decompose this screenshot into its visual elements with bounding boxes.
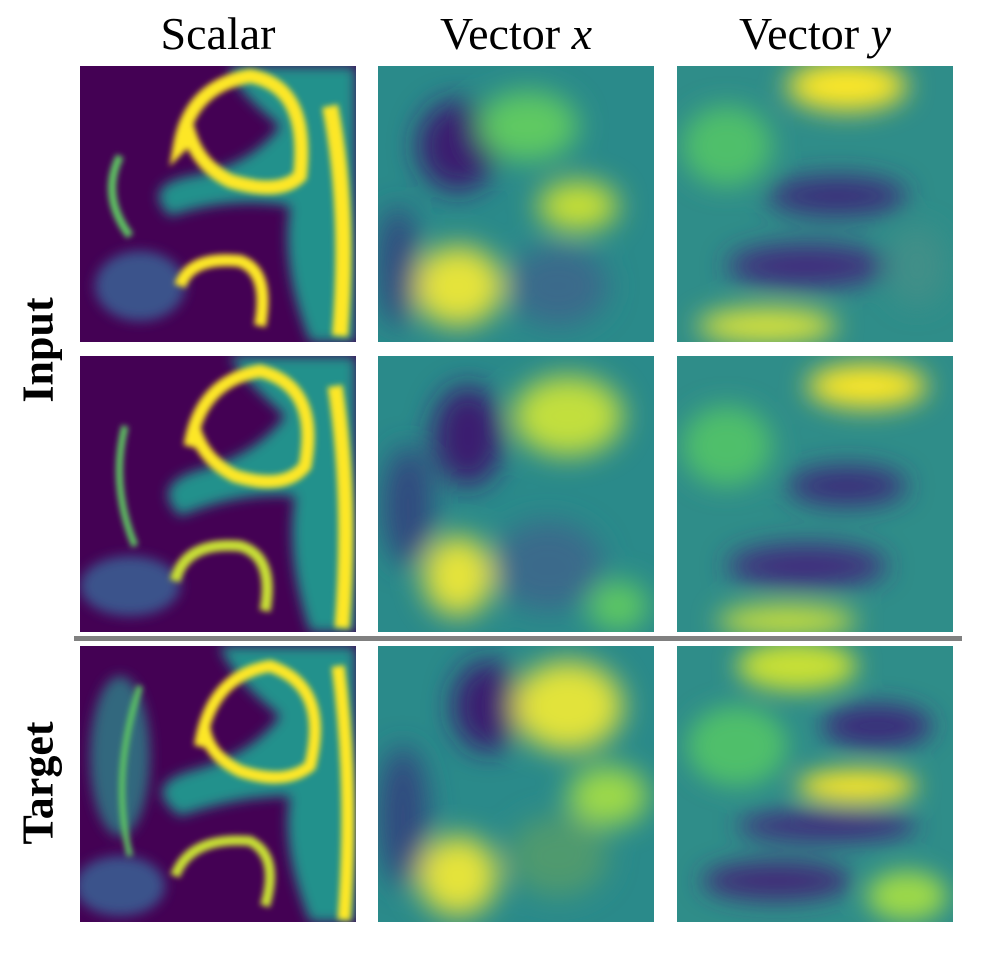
panel-input-2-vector-x — [378, 356, 654, 632]
panel-input-1-vector-x — [378, 66, 654, 342]
panel-target-vector-x — [378, 646, 654, 922]
column-header-scalar-label: Scalar — [160, 8, 276, 59]
panel-input-2-vector-y — [677, 356, 953, 632]
column-header-vector-y-label: Vector — [739, 8, 871, 59]
panel-input-2-scalar — [80, 356, 356, 632]
panel-input-1-scalar — [80, 66, 356, 342]
panel-target-scalar — [80, 646, 356, 922]
input-target-divider — [74, 636, 962, 641]
column-header-vector-y: Vector y — [677, 4, 953, 64]
column-header-scalar: Scalar — [80, 4, 356, 64]
row-label-target: Target — [13, 721, 63, 845]
row-label-input: Input — [13, 297, 63, 403]
column-header-vector-x: Vector x — [378, 4, 654, 64]
panel-input-1-vector-y — [677, 66, 953, 342]
column-header-vector-x-var: x — [571, 8, 592, 59]
panel-target-vector-y — [677, 646, 953, 922]
column-header-vector-x-label: Vector — [440, 8, 572, 59]
column-header-vector-y-var: y — [870, 8, 891, 59]
